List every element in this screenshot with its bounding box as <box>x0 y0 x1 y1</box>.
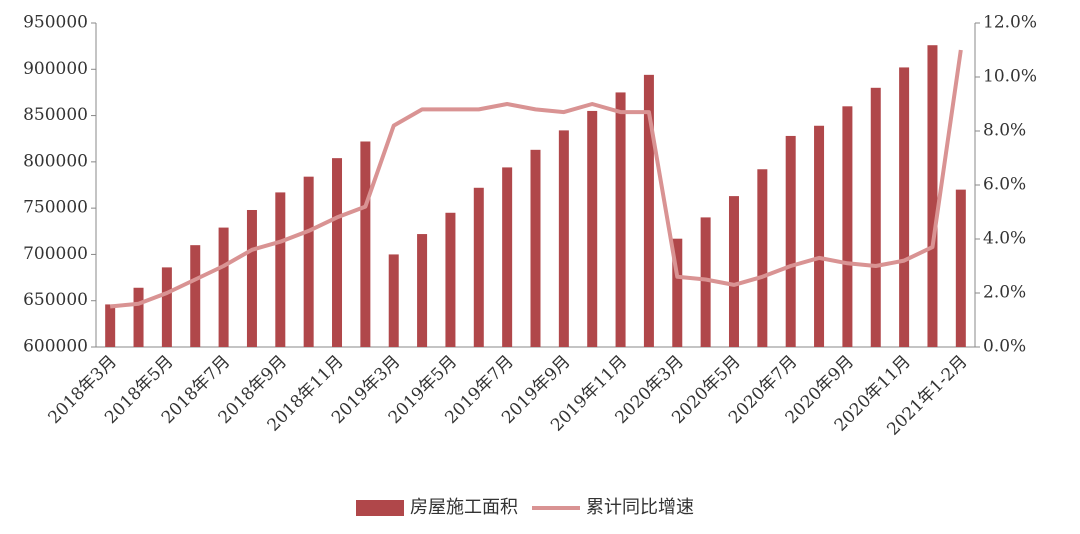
bar <box>133 287 144 347</box>
legend-label: 房屋施工面积 <box>410 497 518 518</box>
y-tick-label: 850000 <box>23 105 88 125</box>
bar <box>615 92 626 347</box>
y-tick-label: 700000 <box>23 244 88 264</box>
y-tick-label: 800000 <box>23 151 88 171</box>
bar <box>275 192 286 347</box>
y2-tick-label: 12.0% <box>983 13 1037 33</box>
bar <box>161 267 172 347</box>
bar <box>814 125 825 347</box>
bar <box>672 238 683 347</box>
bar <box>757 169 768 347</box>
bar <box>643 74 654 347</box>
bar <box>785 135 796 347</box>
bar <box>388 254 399 347</box>
bar <box>842 106 853 347</box>
bar <box>587 110 598 347</box>
line <box>109 49 963 309</box>
legend-label: 累计同比增速 <box>586 497 694 518</box>
y2-tick-label: 10.0% <box>983 67 1037 87</box>
bar <box>955 189 966 347</box>
bar <box>445 212 456 347</box>
y2-tick-label: 8.0% <box>983 121 1026 141</box>
y2-tick-label: 2.0% <box>983 283 1026 303</box>
bar <box>105 304 116 347</box>
legend-swatch <box>356 500 404 516</box>
bar <box>190 245 201 347</box>
y2-tick-label: 0.0% <box>983 337 1026 357</box>
bar <box>417 234 428 347</box>
y2-tick-label: 6.0% <box>983 175 1026 195</box>
y2-tick-label: 4.0% <box>983 229 1026 249</box>
bar <box>530 149 541 347</box>
bar <box>332 158 343 347</box>
bar <box>303 176 314 347</box>
bar <box>473 187 484 347</box>
y-tick-label: 600000 <box>23 337 88 357</box>
bar <box>360 141 371 347</box>
bar <box>558 130 569 347</box>
bar <box>927 45 938 348</box>
bar <box>218 227 229 347</box>
bar <box>728 196 739 347</box>
bar <box>700 217 711 347</box>
bar <box>899 67 910 347</box>
bar <box>870 87 881 348</box>
y-tick-label: 900000 <box>23 59 88 79</box>
bar <box>502 167 513 347</box>
y-tick-label: 750000 <box>23 198 88 218</box>
bar <box>246 209 257 347</box>
y-tick-label: 650000 <box>23 290 88 310</box>
y-tick-label: 950000 <box>23 13 88 33</box>
